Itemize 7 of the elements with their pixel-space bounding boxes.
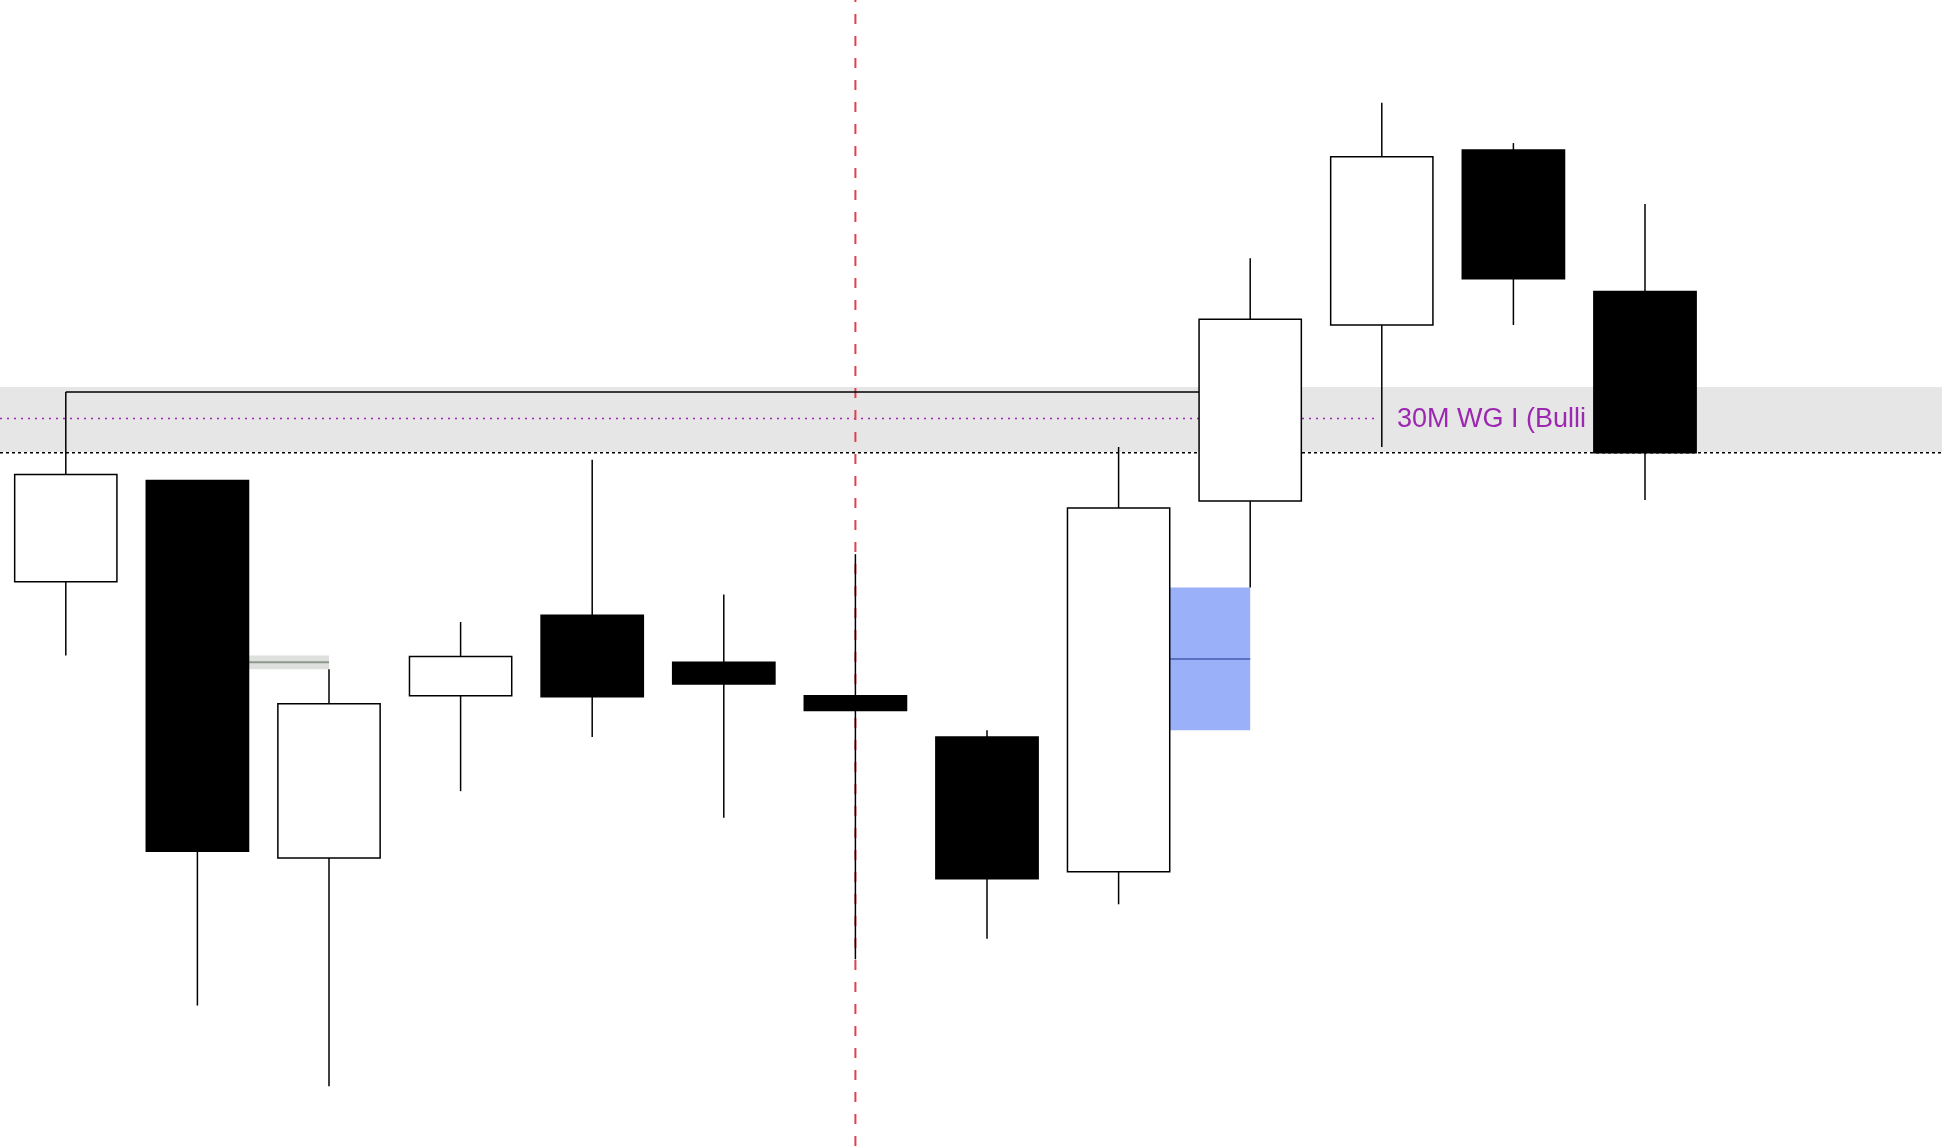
candlestick <box>145 479 250 1007</box>
candlestick <box>277 668 381 1087</box>
candlestick <box>935 729 1039 940</box>
candlestick <box>540 459 645 738</box>
ref-line-label: 30M WG I (Bulli <box>1397 403 1587 433</box>
candlestick <box>408 621 513 792</box>
candlestick <box>671 593 776 819</box>
